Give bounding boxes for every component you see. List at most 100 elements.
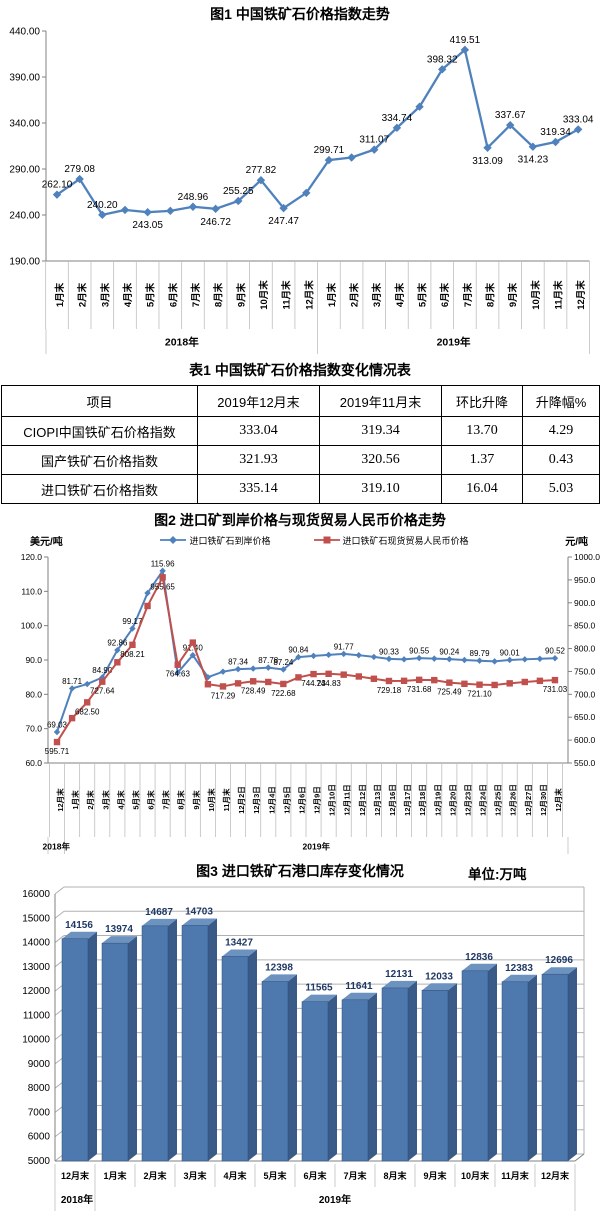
marker-diamond xyxy=(340,650,347,658)
marker-diamond xyxy=(53,728,61,736)
category-label: 12月18日 xyxy=(418,784,427,816)
category-label: 12月5日 xyxy=(282,786,291,814)
price-index-table: 项目 2019年12月末 2019年11月末 环比升降 升降幅% CIOPI中国铁矿石价… xyxy=(1,385,600,504)
category-label: 6月末 xyxy=(167,282,179,307)
marker-diamond xyxy=(166,206,175,216)
category-label: 10月末 xyxy=(530,280,542,310)
marker-diamond xyxy=(234,665,242,673)
bar xyxy=(301,1001,329,1162)
category-label: 12月11日 xyxy=(343,784,352,815)
data-label: 333.04 xyxy=(563,114,594,125)
right-tick-label: 1000.0 xyxy=(574,552,600,562)
category-label: 2月末 xyxy=(77,282,89,307)
data-label: 337.67 xyxy=(495,110,526,121)
category-label: 4月末 xyxy=(122,282,134,307)
table-header-cell: 项目 xyxy=(1,385,198,417)
category-label: 11月末 xyxy=(281,280,293,310)
marker-square xyxy=(446,679,453,686)
category-label: 5月末 xyxy=(263,1170,287,1181)
table-header-cell: 升降幅% xyxy=(522,385,600,417)
bar-side-face xyxy=(168,918,177,1161)
series-line-left xyxy=(56,568,556,733)
data-label: 90.55 xyxy=(409,647,430,656)
bar-top-face xyxy=(262,974,297,982)
right-tick-label: 700.0 xyxy=(574,689,596,699)
chart2-title: 图2 进口矿到岸价格与现货贸易人民币价格走势 xyxy=(154,512,446,528)
table-header-cell: 2019年12月末 xyxy=(197,385,320,417)
bar-top-face xyxy=(542,967,577,975)
bar xyxy=(501,981,529,1162)
marker-diamond xyxy=(68,685,76,692)
bar-value-label: 13427 xyxy=(225,937,253,948)
year-label: 2019年 xyxy=(437,336,471,349)
table-value-cell: 0.43 xyxy=(522,445,600,475)
marker-diamond xyxy=(310,652,317,660)
chart1-price-index-plot: 440.00 390.00 340.00 290.00 240.00 190.00 1月末 2… xyxy=(9,27,594,354)
marker-diamond xyxy=(506,120,515,130)
y-tick-label: 5000 xyxy=(28,1156,51,1167)
category-label: 12月3日 xyxy=(252,786,261,814)
marker-diamond xyxy=(249,665,257,672)
bar-side-face xyxy=(448,983,457,1161)
marker-square xyxy=(219,683,227,690)
category-label: 7月末 xyxy=(343,1170,367,1181)
table1-section: 表1 中国铁矿石价格指数变化情况表 项目 2019年12月末 2019年11月末 环比… xyxy=(0,356,600,506)
bar-side-face xyxy=(208,918,217,1161)
right-axis-unit-label: 元/吨 xyxy=(565,536,588,548)
chart1-section: 图1 中国铁矿石价格指数走势 440.00 390.00 340.00 290.00 2… xyxy=(0,0,600,356)
marker-diamond xyxy=(169,536,178,544)
left-tick-label: 60.0 xyxy=(25,758,42,768)
bar xyxy=(141,925,169,1162)
bar xyxy=(61,938,89,1162)
category-label: 1月末 xyxy=(326,282,338,307)
legend-line-square-icon xyxy=(313,536,340,544)
category-label: 4月末 xyxy=(223,1170,247,1181)
category-label: 12月24日 xyxy=(479,784,488,816)
category-label: 4月末 xyxy=(115,790,125,810)
category-label: 12月19日 xyxy=(433,784,442,816)
chart2-header-row: 美元/吨 进口铁矿石到岸价格 进口铁矿石现货贸易人民币价格 元/吨 xyxy=(0,531,600,549)
marker-diamond xyxy=(211,204,220,214)
marker-diamond xyxy=(265,664,272,671)
data-label: 243.05 xyxy=(132,220,163,231)
data-label: 247.47 xyxy=(268,216,299,227)
data-label: 89.79 xyxy=(470,649,491,658)
table-item-cell: 进口铁矿石价格指数 xyxy=(1,474,198,504)
right-tick-label: 650.0 xyxy=(574,712,596,722)
table-item-cell: CIOPI中国铁矿石价格指数 xyxy=(1,416,198,446)
data-label: 92.86 xyxy=(107,639,128,648)
y-tick-label: 10000 xyxy=(22,1035,50,1046)
marker-diamond xyxy=(234,196,243,206)
marker-square xyxy=(114,659,121,666)
data-label: 808.21 xyxy=(120,650,145,659)
chart3-unit-label: 单位:万吨 xyxy=(468,867,527,882)
category-label: 12月末 xyxy=(575,280,587,310)
category-label: 6月末 xyxy=(146,790,156,810)
legend-label-cfr: 进口铁矿石到岸价格 xyxy=(189,535,271,546)
data-label: 248.96 xyxy=(178,192,209,203)
category-label: 3月末 xyxy=(183,1170,207,1181)
right-tick-label: 550.0 xyxy=(574,758,596,768)
bar xyxy=(341,999,369,1162)
data-label: 313.09 xyxy=(472,156,503,167)
bar-value-label: 12696 xyxy=(545,955,573,966)
left-tick-label: 90.0 xyxy=(25,655,42,665)
marker-diamond xyxy=(431,655,438,662)
category-label: 7月末 xyxy=(161,790,171,810)
bar-side-face xyxy=(368,992,377,1161)
marker-diamond xyxy=(219,668,227,675)
right-tick-label: 600.0 xyxy=(574,735,596,745)
marker-diamond xyxy=(83,680,91,688)
data-label: 721.10 xyxy=(467,690,492,699)
data-label: 91.77 xyxy=(334,642,355,651)
category-label: 12月12日 xyxy=(358,784,367,816)
marker-diamond xyxy=(415,654,423,662)
data-label: 81.71 xyxy=(62,677,83,686)
chart2-import-price-plot: 120.0 110.0 100.0 90.0 80.0 70.0 60.0 1000.0 950… xyxy=(21,552,600,854)
marker-diamond xyxy=(491,658,498,665)
data-label: 729.18 xyxy=(377,686,402,695)
y-tick-label: 7000 xyxy=(28,1107,51,1118)
bar-value-label: 11641 xyxy=(345,981,373,992)
floor-right-edge xyxy=(574,1153,585,1162)
category-label: 9月末 xyxy=(235,282,247,307)
